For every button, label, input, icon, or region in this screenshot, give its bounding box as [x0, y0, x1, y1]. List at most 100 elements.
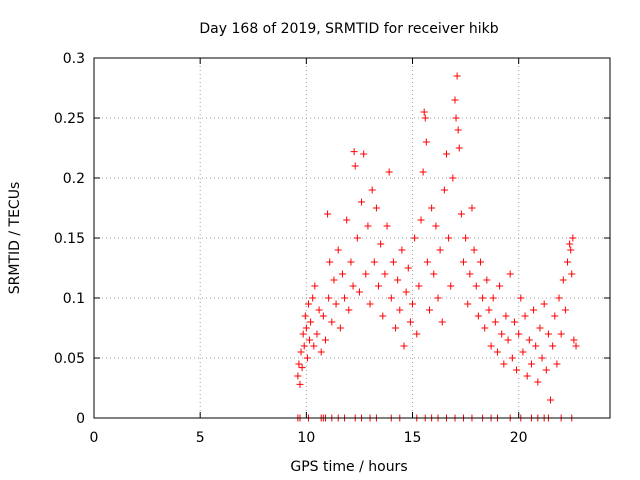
- data-point: [325, 294, 333, 302]
- data-point: [517, 294, 525, 302]
- data-point: [521, 312, 529, 320]
- data-point: [510, 318, 518, 326]
- data-point: [302, 324, 310, 332]
- data-point: [536, 324, 544, 332]
- data-point: [311, 282, 319, 290]
- data-point: [355, 288, 363, 296]
- data-point: [385, 168, 393, 176]
- data-point: [442, 150, 450, 158]
- data-point: [474, 312, 482, 320]
- data-point: [296, 380, 304, 388]
- data-point: [479, 294, 487, 302]
- data-point: [466, 270, 474, 278]
- data-point: [324, 210, 332, 218]
- data-point: [328, 318, 336, 326]
- data-point: [508, 354, 516, 362]
- y-tick-label: 0: [76, 411, 85, 427]
- data-point: [350, 148, 358, 156]
- data-point: [419, 168, 427, 176]
- data-point: [567, 246, 575, 254]
- data-point: [540, 300, 548, 308]
- data-point: [476, 258, 484, 266]
- data-point: [542, 366, 550, 374]
- data-point: [515, 330, 523, 338]
- data-point: [379, 312, 387, 320]
- data-point: [415, 282, 423, 290]
- data-point: [303, 354, 311, 362]
- data-point: [547, 396, 555, 404]
- data-point: [530, 306, 538, 314]
- data-point: [559, 276, 567, 284]
- data-point: [525, 336, 533, 344]
- data-point: [338, 270, 346, 278]
- y-axis-label: SRMTID / TECUs: [7, 182, 23, 295]
- data-point: [519, 348, 527, 356]
- data-point: [549, 342, 557, 350]
- data-point: [389, 258, 397, 266]
- data-point: [432, 222, 440, 230]
- data-point: [402, 288, 410, 296]
- data-point: [345, 306, 353, 314]
- data-point: [394, 276, 402, 284]
- data-point: [299, 330, 307, 338]
- x-axis-label: GPS time / hours: [290, 459, 407, 475]
- data-point: [457, 210, 465, 218]
- data-points: [294, 72, 580, 422]
- data-point: [404, 264, 412, 272]
- data-point: [358, 198, 366, 206]
- x-tick-label: 5: [196, 430, 205, 446]
- data-point: [459, 258, 467, 266]
- data-point: [372, 204, 380, 212]
- data-point: [417, 216, 425, 224]
- data-point: [413, 330, 421, 338]
- data-point: [298, 364, 306, 372]
- data-point: [351, 162, 359, 170]
- data-point: [434, 294, 442, 302]
- data-point: [555, 294, 563, 302]
- data-point: [423, 258, 431, 266]
- data-point: [553, 360, 561, 368]
- data-point: [496, 282, 504, 290]
- data-point: [489, 294, 497, 302]
- data-point: [451, 96, 459, 104]
- data-point: [392, 324, 400, 332]
- data-point: [566, 240, 574, 248]
- data-point: [381, 270, 389, 278]
- data-point: [485, 306, 493, 314]
- y-tick-label: 0.25: [54, 111, 85, 127]
- data-point: [422, 138, 430, 146]
- data-point: [349, 282, 357, 290]
- y-tick-label: 0.1: [63, 291, 85, 307]
- data-point: [438, 318, 446, 326]
- data-point: [317, 348, 325, 356]
- data-point: [400, 342, 408, 350]
- data-point: [561, 306, 569, 314]
- data-point: [300, 342, 308, 350]
- data-point: [447, 282, 455, 290]
- data-point: [498, 330, 506, 338]
- axes: 0 0.05 0.1 0.15 0.2 0.25 0.3 0 5 10 15 20: [54, 51, 610, 446]
- data-point: [420, 108, 428, 116]
- data-point: [568, 270, 576, 278]
- data-point: [409, 300, 417, 308]
- data-point: [534, 378, 542, 386]
- data-point: [301, 312, 309, 320]
- data-point: [310, 342, 318, 350]
- data-point: [368, 186, 376, 194]
- data-point: [453, 72, 461, 80]
- data-point: [426, 306, 434, 314]
- y-tick-label: 0.15: [54, 231, 85, 247]
- data-point: [336, 324, 344, 332]
- y-tick-label: 0.05: [54, 351, 85, 367]
- data-point: [445, 234, 453, 242]
- data-point: [353, 234, 361, 242]
- data-point: [468, 204, 476, 212]
- data-point: [470, 246, 478, 254]
- data-point: [406, 318, 414, 326]
- data-point: [436, 246, 444, 254]
- y-tick-label: 0.2: [63, 171, 85, 187]
- data-point: [332, 300, 340, 308]
- data-point: [472, 282, 480, 290]
- data-point: [360, 150, 368, 158]
- data-point: [326, 258, 334, 266]
